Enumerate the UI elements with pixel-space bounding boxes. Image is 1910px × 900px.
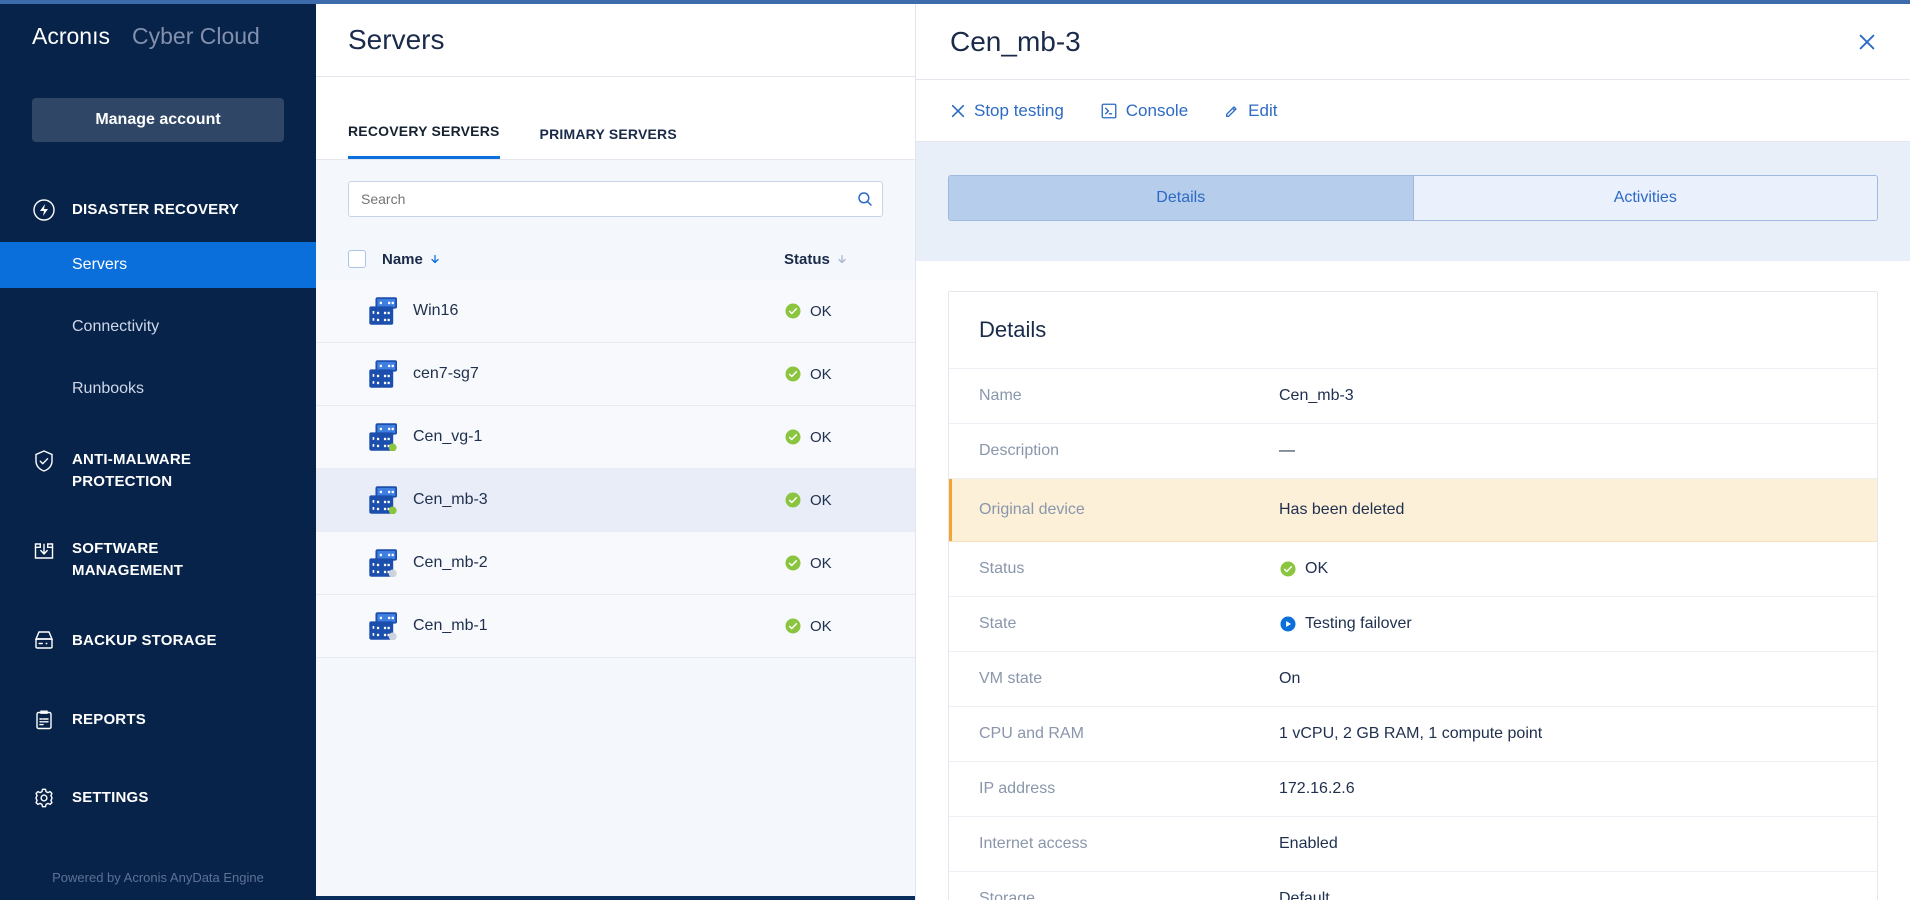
svg-text:Cyber Cloud: Cyber Cloud (132, 23, 260, 49)
svg-text:Acronıs: Acronıs (32, 23, 110, 49)
